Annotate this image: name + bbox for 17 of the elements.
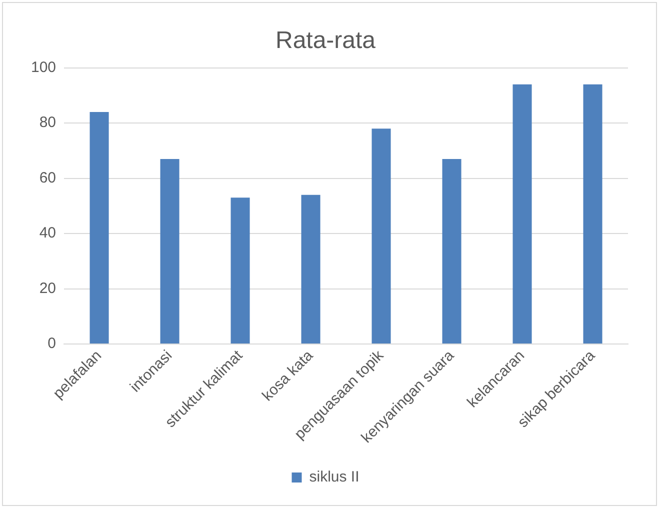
bar: [160, 158, 180, 344]
x-tick-label: kosa kata: [259, 346, 317, 405]
y-tick-label: 80: [39, 114, 56, 132]
bar: [372, 128, 391, 344]
y-tick-label: 40: [39, 224, 56, 242]
y-tick-label: 0: [48, 335, 56, 352]
bar: [512, 84, 532, 344]
y-tick-label: 100: [30, 58, 56, 76]
bar: [301, 194, 320, 344]
bar: [583, 84, 602, 344]
y-tick-label: 20: [39, 280, 56, 297]
chart-title: Rata-rata: [275, 27, 376, 54]
bar: [442, 158, 462, 344]
legend-label: siklus II: [309, 468, 360, 486]
bar: [90, 112, 109, 344]
y-tick-label: 60: [39, 169, 56, 186]
bar: [230, 198, 250, 344]
